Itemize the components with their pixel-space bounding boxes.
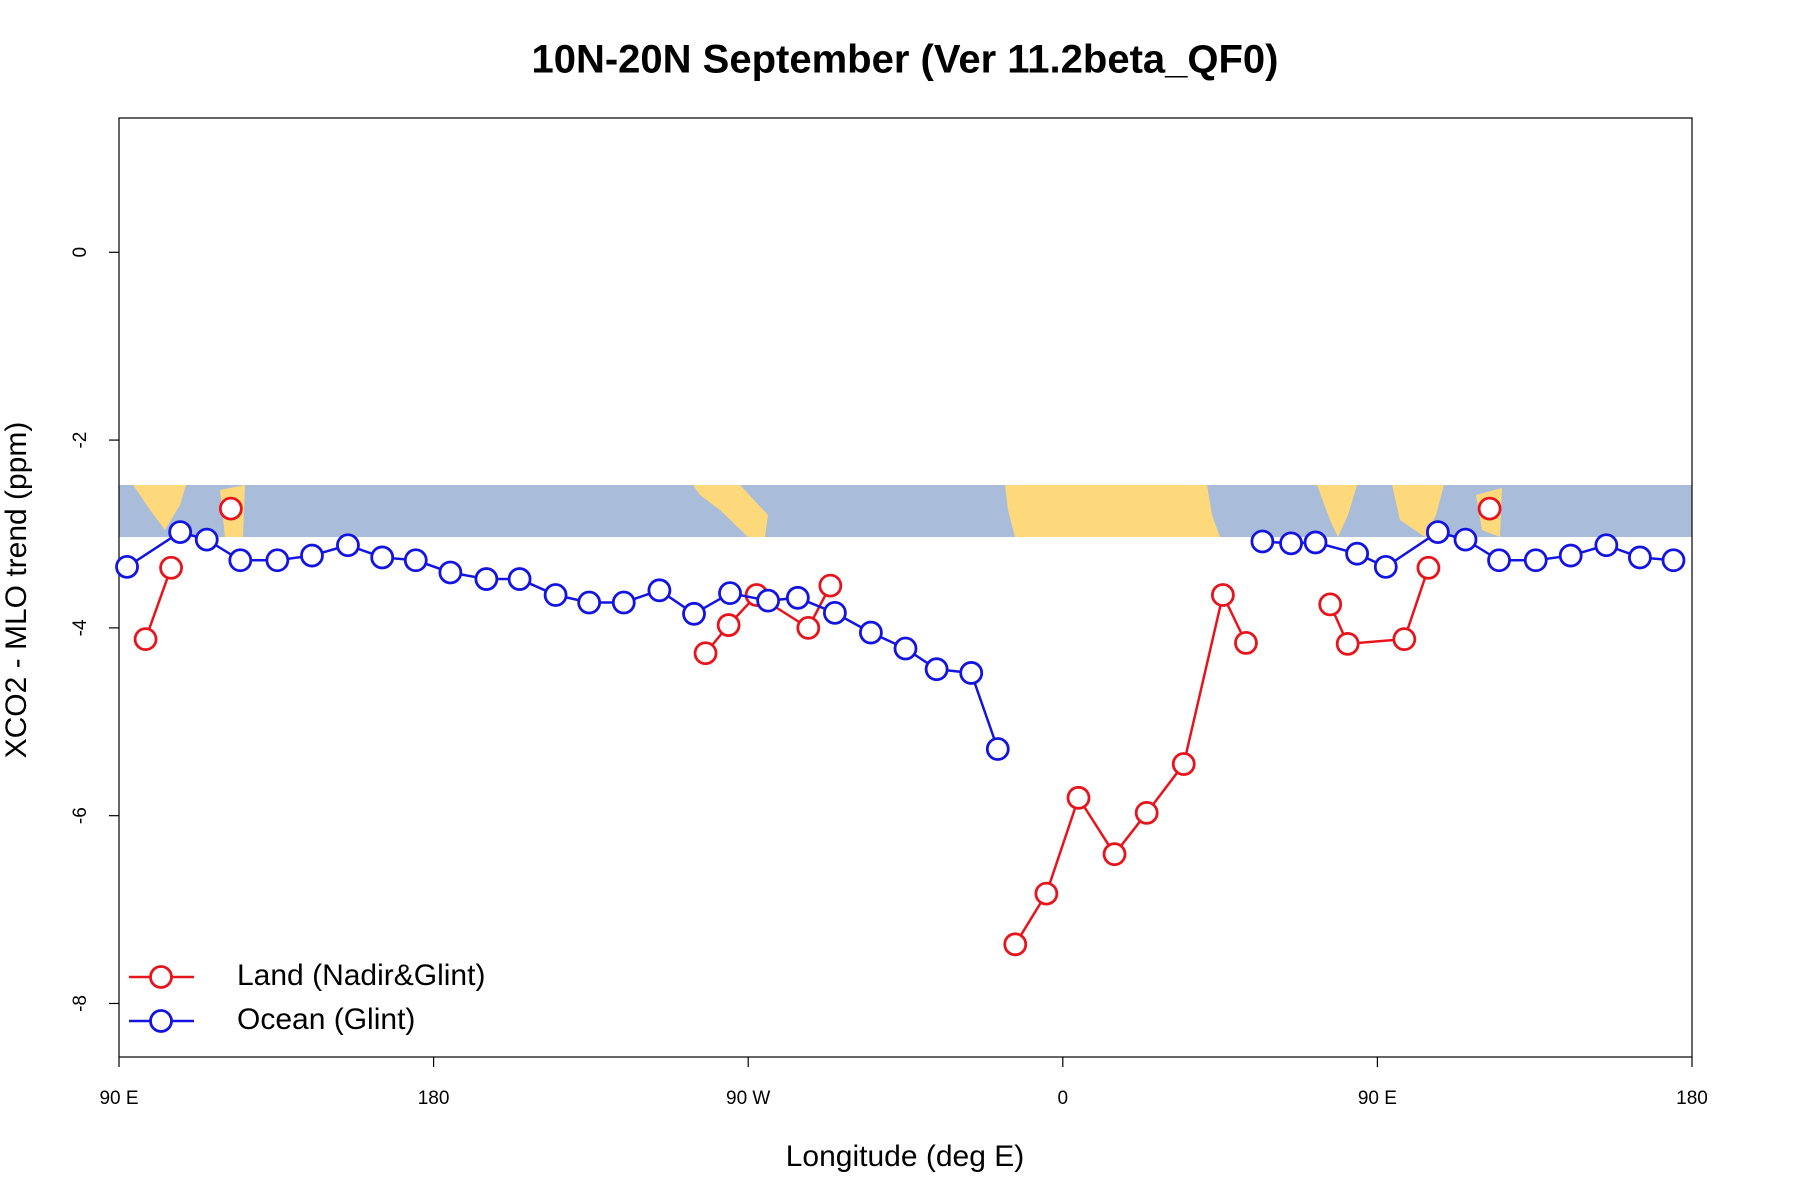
x-tick-label: 0	[1058, 1088, 1069, 1109]
plot-frame	[118, 117, 1693, 1058]
point	[1345, 541, 1370, 566]
point	[785, 585, 810, 610]
point	[1523, 548, 1548, 573]
point	[858, 620, 883, 645]
point	[1066, 785, 1091, 810]
legend-label: Land (Nadir&Glint)	[237, 959, 485, 992]
point	[682, 601, 706, 626]
legend-marker	[149, 965, 173, 989]
point	[959, 661, 984, 685]
point	[336, 533, 360, 558]
point	[1416, 555, 1441, 580]
point	[1487, 548, 1511, 573]
ocean-strip	[119, 485, 1692, 537]
x-tick-label: 90 E	[1358, 1088, 1397, 1109]
point	[985, 737, 1010, 761]
point	[1661, 548, 1686, 573]
point	[507, 567, 532, 591]
point	[194, 527, 219, 552]
point	[168, 520, 193, 544]
point	[1250, 529, 1275, 554]
point	[1210, 583, 1235, 607]
point	[1477, 496, 1502, 521]
x-tick-label: 180	[418, 1088, 450, 1109]
land-patch	[693, 485, 768, 537]
point	[1234, 631, 1258, 655]
point	[1628, 545, 1652, 570]
point	[228, 548, 253, 573]
point	[693, 641, 718, 666]
y-axis-label: XCO2 - MLO trend (ppm)	[0, 422, 33, 759]
x-tick-label: 90 W	[726, 1088, 770, 1109]
point	[1102, 842, 1127, 867]
point	[1392, 627, 1417, 652]
legend-marker	[149, 1009, 173, 1033]
point	[1453, 527, 1478, 552]
point	[1003, 932, 1028, 957]
land-patch	[133, 485, 186, 530]
point	[1303, 530, 1328, 555]
point	[1558, 543, 1583, 568]
point	[133, 627, 158, 652]
point	[647, 578, 672, 603]
point	[474, 567, 499, 591]
point	[924, 657, 949, 682]
y-tick-label: -2	[70, 432, 91, 449]
map-strip	[119, 485, 1692, 537]
y-tick-label: -6	[70, 807, 91, 824]
point	[718, 581, 742, 606]
point	[893, 636, 918, 661]
legend-label: Ocean (Glint)	[237, 1003, 415, 1036]
point	[159, 555, 183, 580]
point	[438, 560, 463, 585]
point	[716, 613, 741, 637]
series-line	[146, 509, 1490, 945]
x-axis-label: Longitude (deg E)	[786, 1140, 1025, 1173]
point	[1171, 752, 1196, 776]
y-tick-label: -4	[70, 619, 91, 636]
point	[543, 583, 568, 607]
point	[1279, 531, 1303, 556]
point	[756, 588, 781, 613]
x-tick-label: 90 E	[99, 1088, 138, 1109]
point	[1134, 800, 1159, 825]
point	[370, 545, 395, 570]
legend: Land (Nadir&Glint) Ocean (Glint)	[129, 959, 485, 1036]
point	[1034, 881, 1059, 906]
point	[1335, 631, 1360, 656]
point	[218, 496, 243, 521]
point	[300, 543, 324, 568]
land-patch	[1005, 485, 1220, 537]
point	[115, 554, 139, 579]
y-tick-label: 0	[70, 247, 91, 258]
x-tick-label: 180	[1676, 1088, 1708, 1109]
point	[1318, 592, 1343, 617]
point	[1373, 554, 1398, 579]
point	[1594, 533, 1619, 558]
point	[611, 590, 636, 615]
point	[265, 548, 290, 573]
point	[822, 600, 847, 625]
point	[796, 615, 821, 640]
land-patch	[1317, 485, 1357, 537]
point	[1425, 520, 1450, 544]
y-tick-label: -8	[70, 995, 91, 1012]
point	[403, 548, 428, 573]
point	[818, 573, 843, 598]
point	[577, 590, 602, 615]
chart-title: 10N-20N September (Ver 11.2beta_QF0)	[531, 38, 1278, 82]
